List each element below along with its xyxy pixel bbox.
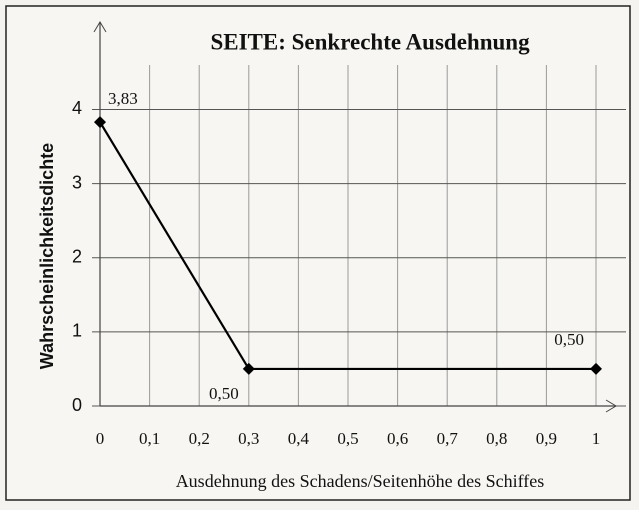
y-axis-arrow bbox=[93, 21, 107, 33]
y-tick-label: 4 bbox=[72, 98, 82, 118]
x-tick-label: 0,1 bbox=[139, 429, 160, 448]
y-tick-label: 0 bbox=[72, 395, 82, 415]
chart-title: SEITE: Senkrechte Ausdehnung bbox=[210, 29, 530, 54]
x-tick-label: 1 bbox=[592, 429, 601, 448]
x-tick-label: 0,7 bbox=[437, 429, 459, 448]
y-axis-label: Wahrscheinlichkeitsdichte bbox=[37, 143, 57, 369]
data-point bbox=[94, 116, 106, 129]
data-label: 3,83 bbox=[108, 89, 138, 108]
x-tick-label: 0,2 bbox=[189, 429, 210, 448]
y-tick-label: 1 bbox=[72, 321, 82, 341]
x-tick-label: 0,4 bbox=[288, 429, 310, 448]
data-point bbox=[590, 362, 602, 375]
data-label: 0,50 bbox=[209, 384, 239, 403]
x-tick-label: 0,9 bbox=[536, 429, 557, 448]
data-label: 0,50 bbox=[554, 330, 584, 349]
x-tick-label: 0,3 bbox=[238, 429, 259, 448]
x-tick-label: 0,8 bbox=[486, 429, 507, 448]
y-tick-label: 2 bbox=[72, 246, 82, 266]
frame bbox=[5, 5, 631, 501]
y-tick-label: 3 bbox=[72, 172, 82, 192]
data-point bbox=[242, 362, 255, 375]
x-tick-label: 0,6 bbox=[387, 429, 408, 448]
x-tick-label: 0,5 bbox=[337, 429, 358, 448]
x-axis-label: Ausdehnung des Schadens/Seitenhöhe des S… bbox=[176, 471, 545, 491]
x-tick-label: 0 bbox=[96, 429, 105, 448]
x-axis-arrow bbox=[605, 399, 617, 413]
